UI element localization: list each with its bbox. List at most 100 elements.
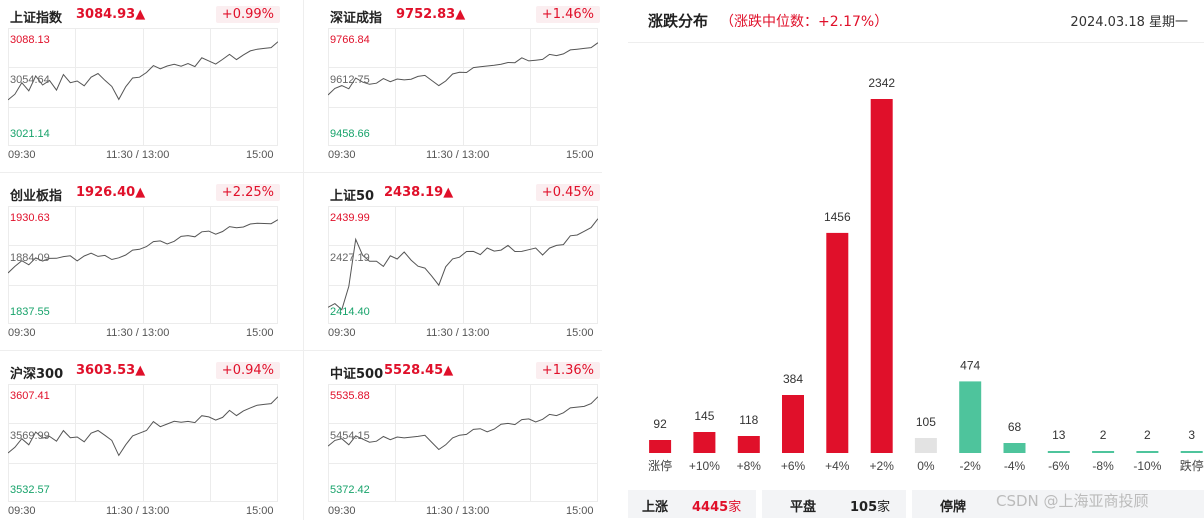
y-mid-label: 9612.75 <box>330 74 370 86</box>
y-high-label: 1930.63 <box>10 212 50 224</box>
bar-value-label: 145 <box>694 409 714 423</box>
index-value: 2438.19▲ <box>384 185 454 200</box>
distribution-bar[interactable] <box>870 99 893 453</box>
bar-category-label: +2% <box>870 459 895 473</box>
y-low-label: 5372.42 <box>330 484 370 496</box>
index-change-badge: +0.45% <box>535 184 600 201</box>
price-line <box>8 396 278 457</box>
distribution-date: 2024.03.18 星期一 <box>1070 15 1188 30</box>
distribution-title: 涨跌分布 <box>648 12 709 30</box>
summary-flat-label: 平盘 <box>790 500 817 515</box>
price-line <box>328 42 598 96</box>
index-panel[interactable]: 沪深300 3603.53▲ +0.94% 3607.41 3569.99 35… <box>0 356 290 520</box>
x-mid-label: 11:30 / 13:00 <box>106 505 170 517</box>
y-low-label: 1837.55 <box>10 306 50 318</box>
index-header: 创业板指 1926.40▲ +2.25% <box>0 178 290 206</box>
y-low-label: 3021.14 <box>10 128 50 140</box>
bar-category-label: -4% <box>1004 459 1026 473</box>
price-line <box>328 396 598 451</box>
index-change-badge: +0.99% <box>215 6 280 23</box>
index-name: 上证50 <box>330 189 375 204</box>
distribution-bar[interactable] <box>1092 451 1115 453</box>
bar-category-label: +10% <box>689 459 720 473</box>
index-line-chart <box>8 28 278 146</box>
distribution-bar[interactable] <box>959 381 982 453</box>
index-panel[interactable]: 上证50 2438.19▲ +0.45% 2439.99 2427.19 241… <box>320 178 610 354</box>
bar-value-label: 3 <box>1188 428 1195 442</box>
distribution-bar-chart: 92 涨停 145 +10% 118 +8% 384 +6% 1456 +4% 2342 +2% 105… <box>648 76 1204 473</box>
distribution-bar[interactable] <box>914 438 937 453</box>
column-divider <box>303 0 304 520</box>
bar-value-label: 2 <box>1100 428 1107 442</box>
y-high-label: 3607.41 <box>10 390 50 402</box>
distribution-bar[interactable] <box>826 232 849 453</box>
x-start-label: 09:30 <box>328 505 356 517</box>
index-line-chart <box>328 28 598 146</box>
bar-value-label: 92 <box>653 417 667 431</box>
bar-category-label: 跌停 <box>1180 458 1204 473</box>
bar-category-label: -10% <box>1133 459 1161 473</box>
y-mid-label: 3569.99 <box>10 430 50 442</box>
distribution-bar[interactable] <box>1003 443 1026 453</box>
distribution-bar[interactable] <box>782 395 804 453</box>
y-high-label: 5535.88 <box>330 390 370 402</box>
summary-flat: 平盘 105家 <box>762 490 906 518</box>
y-low-label: 2414.40 <box>330 306 370 318</box>
distribution-bar[interactable] <box>649 440 672 453</box>
y-mid-label: 2427.19 <box>330 252 370 264</box>
index-change-badge: +2.25% <box>215 184 280 201</box>
index-value: 5528.45▲ <box>384 363 454 378</box>
bar-category-label: +8% <box>737 459 762 473</box>
index-header: 沪深300 3603.53▲ +0.94% <box>0 356 290 384</box>
x-start-label: 09:30 <box>8 505 36 517</box>
summary-up: 上涨 4445家 <box>628 490 756 518</box>
index-panel[interactable]: 深证成指 9752.83▲ +1.46% 9766.84 9612.75 945… <box>320 0 610 176</box>
distribution-bar[interactable] <box>737 436 760 453</box>
y-mid-label: 3054.64 <box>10 74 50 86</box>
price-line <box>328 218 598 311</box>
y-mid-label: 1884.09 <box>10 252 50 264</box>
bar-category-label: 0% <box>917 459 935 473</box>
index-change-badge: +0.94% <box>215 362 280 379</box>
index-panel[interactable]: 上证指数 3084.93▲ +0.99% 3088.13 3054.64 302… <box>0 0 290 176</box>
x-start-label: 09:30 <box>8 327 36 339</box>
distribution-bar[interactable] <box>1136 451 1159 453</box>
summary-halt: 停牌 <box>912 490 1204 518</box>
index-name: 上证指数 <box>10 11 63 26</box>
index-header: 深证成指 9752.83▲ +1.46% <box>320 0 610 28</box>
summary-flat-value: 105家 <box>850 500 891 515</box>
index-value: 9752.83▲ <box>396 7 466 22</box>
index-panel[interactable]: 中证500 5528.45▲ +1.36% 5535.88 5454.15 53… <box>320 356 610 520</box>
header-divider <box>628 42 1204 43</box>
watermark: CSDN @上海亚商投顾 <box>996 492 1149 510</box>
index-change-badge: +1.46% <box>535 6 600 23</box>
distribution-bar[interactable] <box>693 432 716 453</box>
bar-value-label: 1456 <box>824 210 851 224</box>
y-mid-label: 5454.15 <box>330 430 370 442</box>
bar-value-label: 68 <box>1008 420 1022 434</box>
bar-category-label: -8% <box>1092 459 1114 473</box>
x-end-label: 15:00 <box>566 327 594 339</box>
y-high-label: 3088.13 <box>10 34 50 46</box>
index-line-chart <box>328 206 598 324</box>
distribution-bar[interactable] <box>1047 451 1070 453</box>
bar-value-label: 2 <box>1144 428 1151 442</box>
index-panel[interactable]: 创业板指 1926.40▲ +2.25% 1930.63 1884.09 183… <box>0 178 290 354</box>
x-end-label: 15:00 <box>246 327 274 339</box>
y-low-label: 9458.66 <box>330 128 370 140</box>
index-name: 沪深300 <box>10 367 64 382</box>
x-end-label: 15:00 <box>246 505 274 517</box>
index-name: 创业板指 <box>10 189 63 204</box>
x-end-label: 15:00 <box>246 149 274 161</box>
x-mid-label: 11:30 / 13:00 <box>106 149 170 161</box>
bar-value-label: 474 <box>960 358 980 372</box>
distribution-median: （涨跌中位数：+2.17%） <box>720 14 889 30</box>
x-start-label: 09:30 <box>328 327 356 339</box>
index-value: 3084.93▲ <box>76 7 146 22</box>
y-high-label: 2439.99 <box>330 212 370 224</box>
index-line-chart <box>8 206 278 324</box>
price-line <box>8 41 278 101</box>
distribution-bar[interactable] <box>1180 451 1203 453</box>
x-end-label: 15:00 <box>566 505 594 517</box>
x-mid-label: 11:30 / 13:00 <box>426 505 490 517</box>
